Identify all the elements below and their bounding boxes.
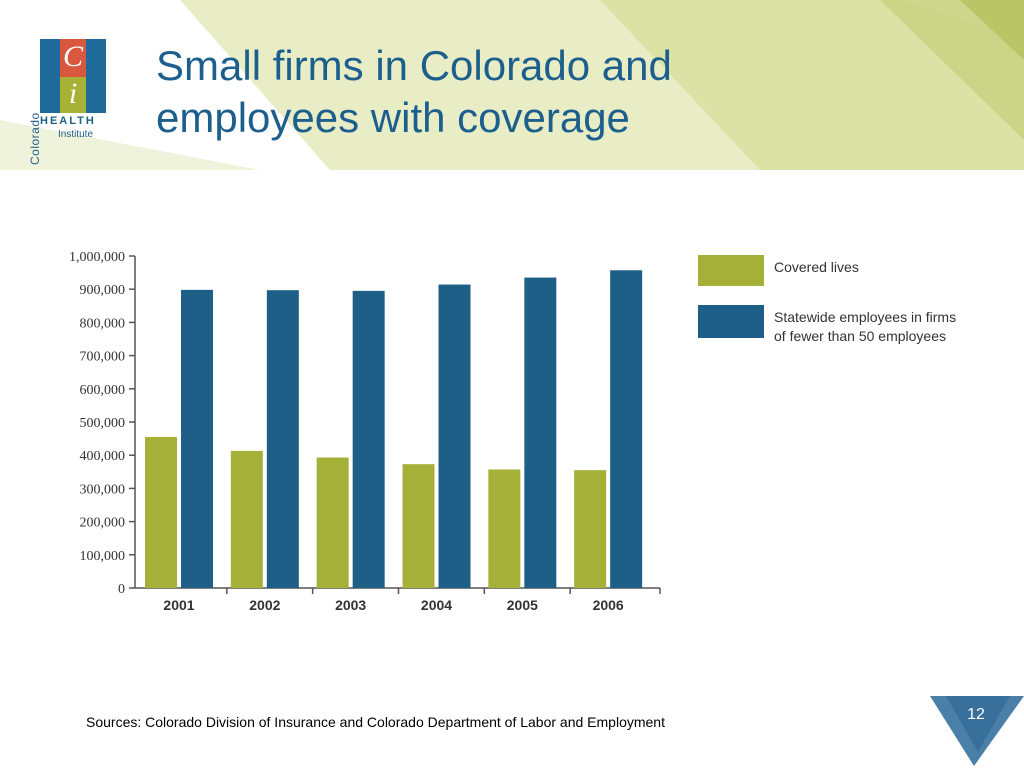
slide-title-line-1: Small firms in Colorado and — [156, 42, 672, 89]
logo-health-text: HEALTH — [40, 115, 96, 127]
bar-statewide-employees — [352, 290, 385, 588]
y-tick-label: 500,000 — [80, 416, 126, 431]
y-tick-label: 1,000,000 — [69, 250, 125, 265]
bar-covered-lives — [488, 469, 521, 588]
legend-label-covered-lives: Covered lives — [774, 259, 859, 275]
x-tick-label: 2005 — [507, 597, 538, 613]
logo-i-letter: i — [68, 77, 78, 110]
y-tick-label: 200,000 — [80, 516, 126, 531]
bar-statewide-employees — [438, 284, 471, 588]
slide-title: Small firms in Colorado and employees wi… — [156, 40, 856, 144]
header-background — [0, 0, 1024, 170]
logo-c-block: C — [40, 39, 106, 77]
bar-covered-lives — [402, 464, 435, 588]
y-tick-label: 400,000 — [80, 449, 126, 464]
page-number: 12 — [967, 706, 985, 723]
x-tick-label: 2002 — [249, 597, 280, 613]
legend-swatch-covered-lives — [698, 255, 764, 286]
bar-statewide-employees — [266, 290, 299, 588]
bar-statewide-employees — [524, 277, 557, 588]
x-tick-label: 2003 — [335, 597, 366, 613]
logo-institute-text: Institute — [58, 129, 94, 140]
logo-c-letter: C — [62, 40, 83, 73]
y-tick-label: 700,000 — [80, 350, 126, 365]
y-tick-label: 300,000 — [80, 482, 126, 497]
bar-statewide-employees — [610, 270, 643, 588]
slide-title-line-2: employees with coverage — [156, 94, 630, 141]
legend-label-statewide-employees: Statewide employees in firms of fewer tha… — [774, 309, 956, 344]
colorado-health-institute-logo: Colorado C i HEALTH Institute — [18, 35, 118, 165]
bar-covered-lives — [574, 470, 607, 588]
bar-covered-lives — [230, 450, 263, 588]
x-tick-label: 2004 — [421, 597, 452, 613]
x-tick-label: 2001 — [163, 597, 194, 613]
bar-chart: 0 100,000 200,000 300,000 400,000 500,000 600,… — [69, 250, 956, 613]
logo-i-block: i — [40, 77, 106, 113]
legend-swatch-statewide-employees — [698, 305, 764, 338]
bar-statewide-employees — [181, 289, 213, 588]
bar-covered-lives — [145, 436, 177, 588]
bar-covered-lives — [316, 457, 349, 588]
y-tick-label: 0 — [118, 582, 125, 597]
source-note: Sources: Colorado Division of Insurance … — [86, 714, 665, 730]
page-number-corner — [930, 696, 1024, 766]
y-tick-label: 800,000 — [80, 316, 126, 331]
x-tick-label: 2006 — [593, 597, 624, 613]
y-tick-label: 600,000 — [80, 383, 126, 398]
y-tick-label: 900,000 — [80, 283, 126, 298]
y-tick-label: 100,000 — [80, 549, 126, 564]
